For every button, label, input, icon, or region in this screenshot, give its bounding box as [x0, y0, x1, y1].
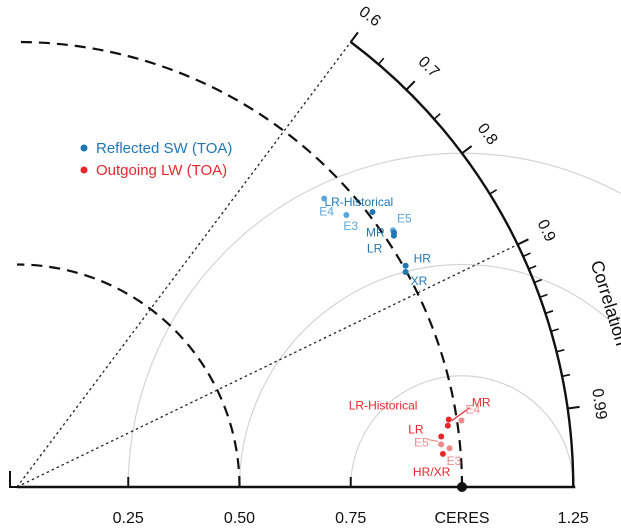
correlation-minor-tick — [522, 252, 531, 258]
legend-label: Reflected SW (TOA) — [96, 140, 232, 157]
correlation-minor-tick — [489, 189, 498, 195]
correlation-minor-tick — [539, 293, 548, 298]
correlation-minor-tick — [377, 57, 385, 65]
data-point — [402, 268, 409, 275]
data-point — [439, 450, 446, 457]
legend-marker — [80, 144, 88, 152]
correlation-tick — [567, 405, 580, 410]
axes-layer — [9, 31, 580, 492]
correlation-minor-tick — [561, 373, 571, 378]
points-layer: LR-HistoricalE5MRLRE3E4HRXRLR-Historical… — [319, 195, 491, 479]
correlation-ray — [16, 41, 352, 488]
correlation-tick-label: 0.9 — [533, 217, 558, 245]
data-point — [446, 445, 453, 452]
rmse-arc — [531, 275, 621, 333]
correlation-tick — [517, 238, 529, 246]
correlation-minor-tick — [550, 328, 559, 333]
x-tick-label: CERES — [434, 510, 489, 527]
data-point — [438, 441, 445, 448]
leader-line — [451, 407, 471, 422]
correlation-tick — [405, 80, 416, 91]
leader-line — [427, 438, 439, 443]
std-dev-dashed-arc — [16, 40, 464, 488]
legend-marker — [80, 166, 88, 174]
point-label: E4 — [319, 205, 334, 219]
correlation-arc — [350, 41, 575, 488]
point-label: LR-Historical — [325, 195, 394, 209]
data-point — [445, 416, 452, 423]
legend: Reflected SW (TOA) Outgoing LW (TOA) — [80, 140, 232, 179]
point-label: E3 — [447, 454, 462, 468]
correlation-axis-title: Correlation — [587, 258, 621, 348]
point-label: E5 — [397, 211, 412, 225]
correlation-tick — [349, 31, 359, 43]
point-label: E3 — [343, 219, 358, 233]
rmse-arc — [461, 152, 621, 195]
point-label: MR — [472, 396, 491, 410]
rmse-arc — [238, 263, 532, 488]
point-label: HR — [414, 252, 432, 266]
correlation-minor-tick — [556, 349, 565, 353]
x-tick-label: 0.75 — [335, 510, 366, 527]
point-label: LR — [367, 242, 383, 256]
point-label: XR — [411, 274, 428, 288]
correlation-tick-label: 0.99 — [588, 387, 609, 420]
correlation-ray — [16, 243, 518, 488]
legend-label: Outgoing LW (TOA) — [96, 162, 227, 179]
correlation-tick-label: 0.6 — [356, 3, 384, 30]
correlation-minor-tick — [545, 310, 554, 315]
data-point — [438, 433, 445, 440]
x-tick-label: 1.25 — [558, 510, 589, 527]
data-point — [321, 195, 328, 202]
correlation-minor-tick — [433, 113, 441, 120]
x-tick-label: 0.50 — [224, 510, 255, 527]
data-point — [390, 232, 397, 239]
data-point — [369, 209, 376, 216]
point-label: LR-Historical — [349, 399, 418, 413]
point-label: MR — [366, 226, 385, 240]
data-point — [458, 417, 465, 424]
std-dev-dashed-arc — [16, 263, 241, 488]
point-label: E5 — [414, 435, 429, 449]
correlation-minor-tick — [528, 265, 537, 270]
grid-layer — [16, 40, 621, 488]
correlation-tick — [461, 145, 473, 155]
point-label: E4 — [466, 403, 481, 417]
point-label: LR — [408, 423, 424, 437]
correlation-tick-label: 0.8 — [474, 120, 501, 148]
tick-label-layer: 0.25 0.50 0.75 CERES 1.25 0.6 0.7 0.8 0.9 0.99 Cor… — [113, 3, 621, 527]
correlation-tick-label: 0.7 — [415, 53, 443, 81]
correlation-minor-tick — [534, 278, 543, 284]
data-point — [402, 262, 409, 269]
rmse-arc — [350, 375, 574, 488]
reference-point — [457, 482, 467, 492]
rmse-arc — [127, 152, 463, 488]
point-label: HR/XR — [413, 465, 451, 479]
data-point — [444, 422, 451, 429]
data-point — [343, 211, 350, 218]
x-tick-label: 0.25 — [113, 510, 144, 527]
